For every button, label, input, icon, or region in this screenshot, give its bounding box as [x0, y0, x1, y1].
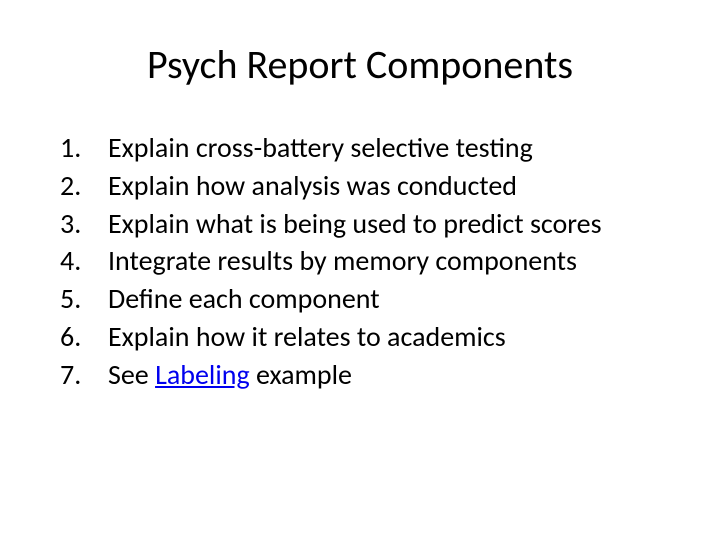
list-item: 4. Integrate results by memory component…: [60, 242, 680, 280]
list-item: 3. Explain what is being used to predict…: [60, 205, 680, 243]
list-text-prefix: See: [108, 357, 155, 392]
list-text: Integrate results by memory components: [108, 242, 680, 280]
list-number: 1.: [60, 129, 108, 167]
list-text: Explain what is being used to predict sc…: [108, 205, 680, 243]
list-item: 5. Define each component: [60, 280, 680, 318]
list-text: Explain how analysis was conducted: [108, 167, 680, 205]
list-item: 6. Explain how it relates to academics: [60, 318, 680, 356]
list-number: 2.: [60, 167, 108, 205]
list-text: Explain how it relates to academics: [108, 318, 680, 356]
list-text-with-link: See Labeling example: [108, 356, 680, 394]
list-number: 3.: [60, 205, 108, 243]
list-number: 4.: [60, 242, 108, 280]
list-number: 7.: [60, 356, 108, 394]
slide-title: Psych Report Components: [40, 40, 680, 89]
list-text: Explain cross-battery selective testing: [108, 129, 680, 167]
components-list: 1. Explain cross-battery selective testi…: [40, 129, 680, 394]
labeling-link[interactable]: Labeling: [155, 357, 250, 392]
list-item: 1. Explain cross-battery selective testi…: [60, 129, 680, 167]
list-number: 5.: [60, 280, 108, 318]
list-item: 7. See Labeling example: [60, 356, 680, 394]
list-number: 6.: [60, 318, 108, 356]
list-text-suffix: example: [250, 357, 352, 392]
list-text: Define each component: [108, 280, 680, 318]
list-item: 2. Explain how analysis was conducted: [60, 167, 680, 205]
